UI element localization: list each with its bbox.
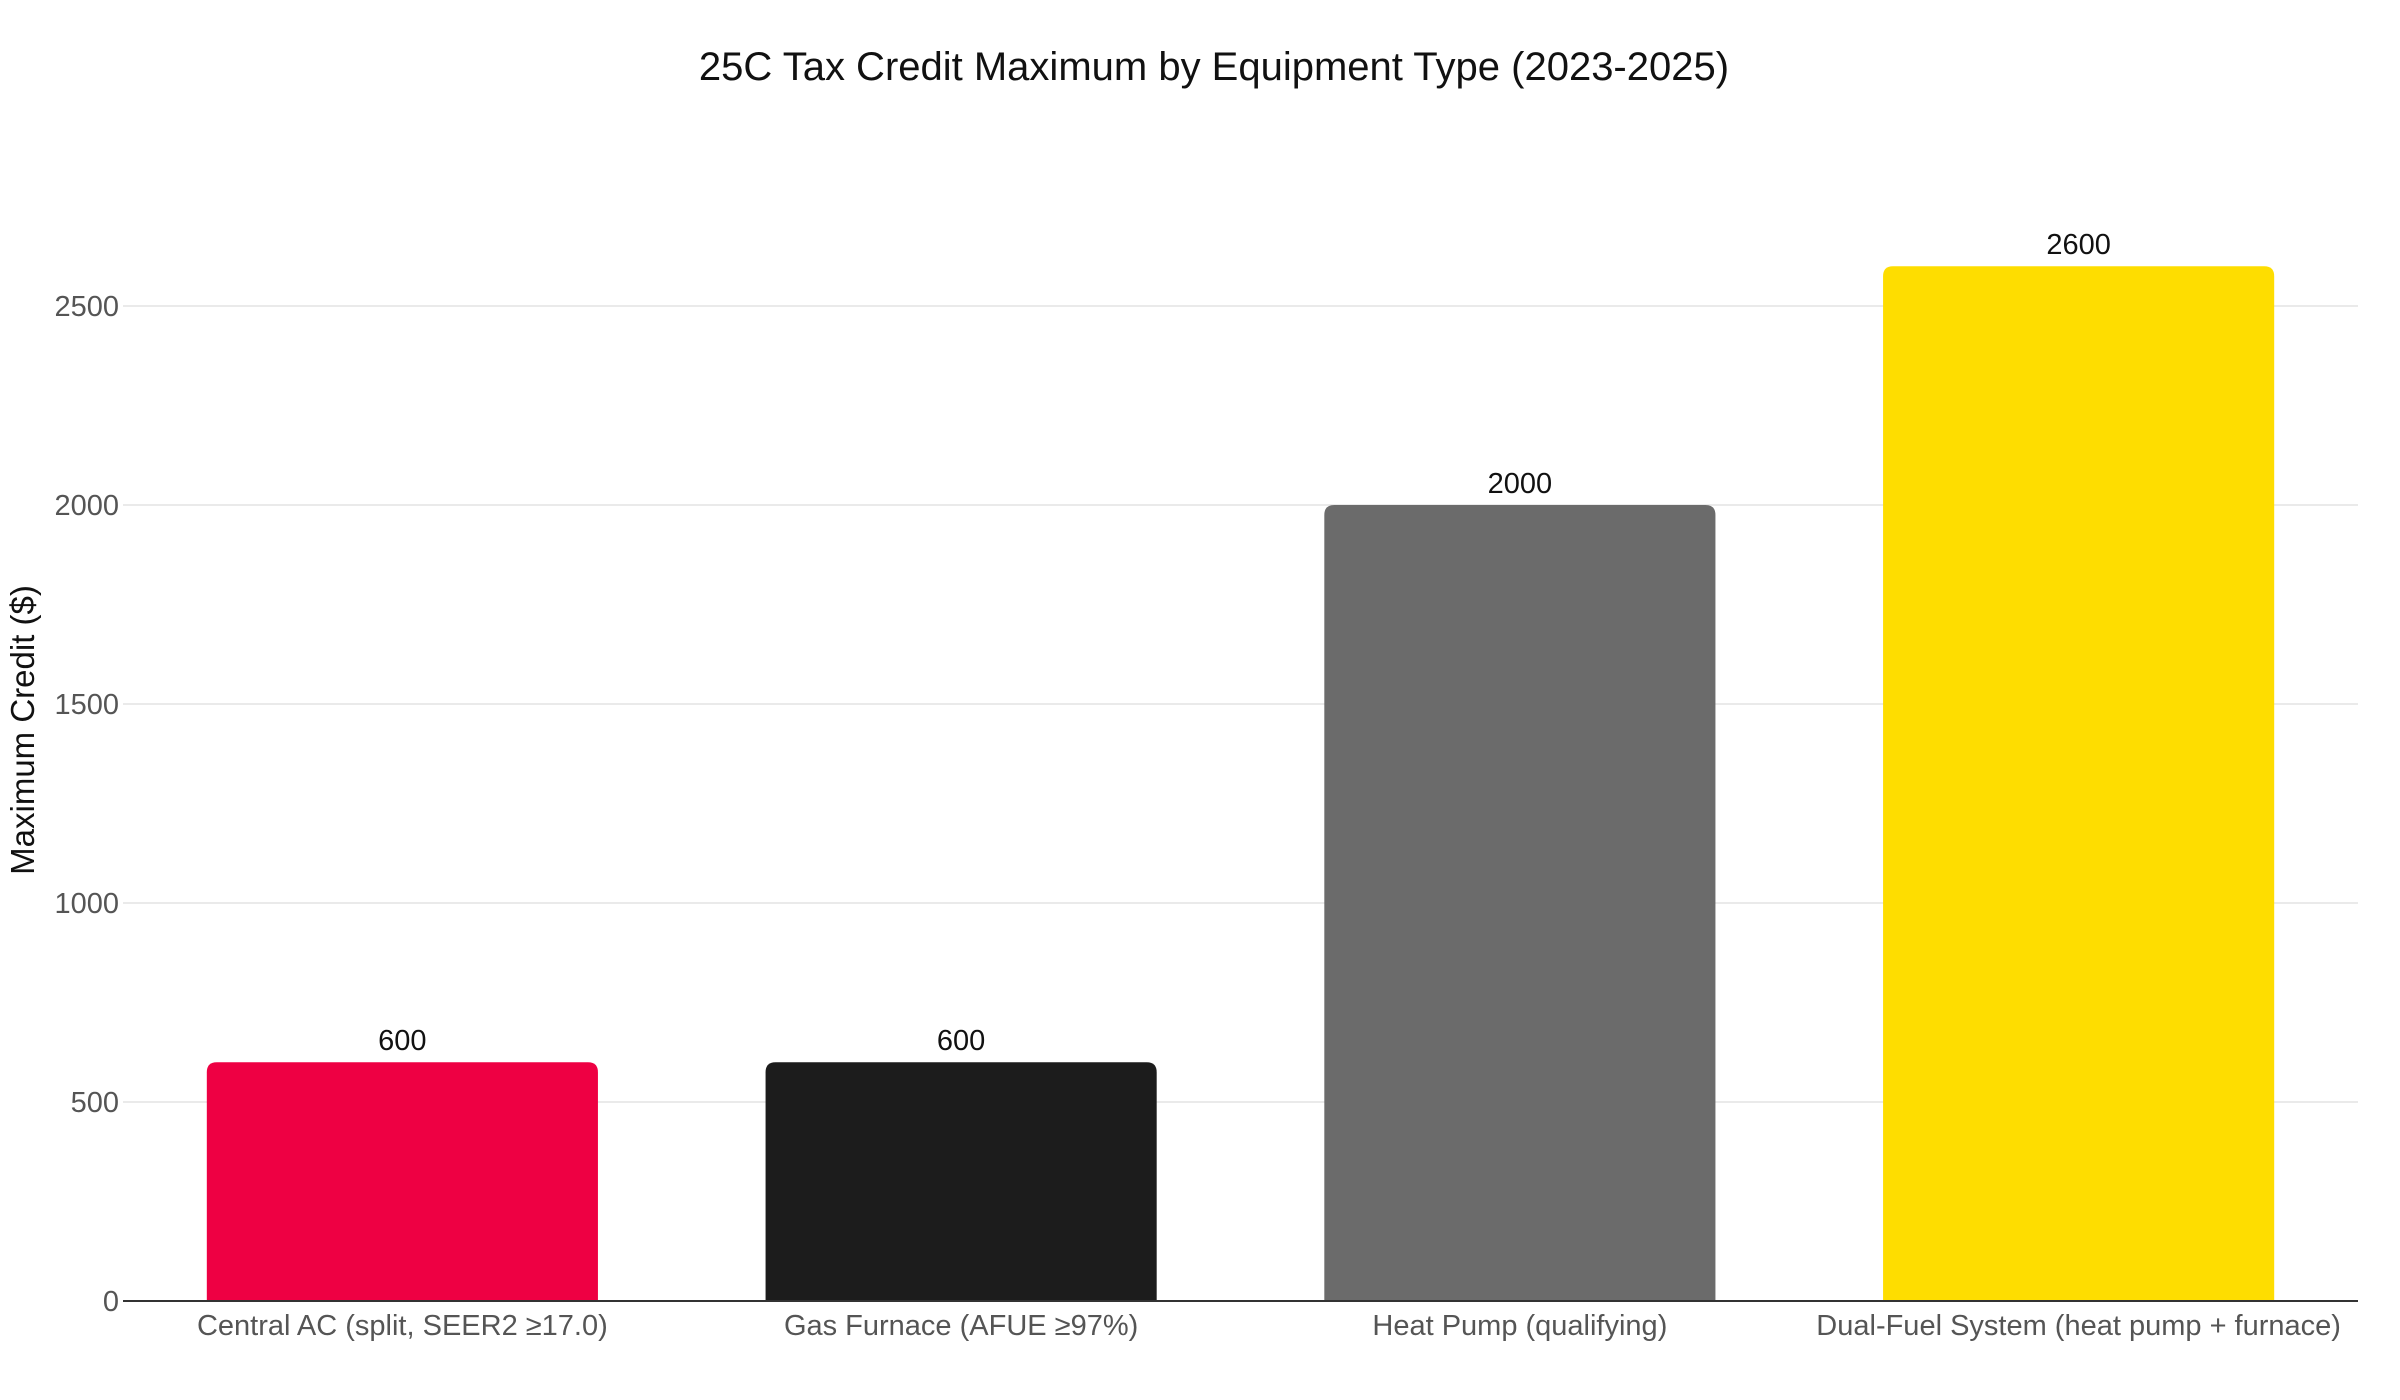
y-tick-label: 2500 [54,291,119,323]
bar-3 [1324,505,1716,1301]
bar-4 [1883,266,2275,1302]
y-tick-label: 500 [71,1087,119,1119]
y-tick-label: 1000 [54,888,119,920]
x-tick-label: Gas Furnace (AFUE ≥97%) [784,1310,1138,1342]
bars [206,266,2275,1302]
data-label: 2600 [2046,229,2111,261]
y-tick-label: 1500 [54,689,119,721]
bar-1 [206,1062,598,1301]
data-label: 600 [937,1025,985,1057]
x-tick-label: Heat Pump (qualifying) [1372,1310,1667,1342]
y-axis-label: Maximum Credit ($) [4,585,41,875]
data-label: 600 [378,1025,426,1057]
bar-2 [765,1062,1157,1301]
x-tick-label: Central AC (split, SEER2 ≥17.0) [197,1310,608,1342]
data-labels: 600 600 2000 2600 [378,229,2111,1057]
y-tick-label: 2000 [54,490,119,522]
chart-title: 25C Tax Credit Maximum by Equipment Type… [699,45,1729,89]
y-tick-label: 0 [103,1286,119,1318]
y-axis-ticks: 0 500 1000 1500 2000 2500 [54,291,119,1318]
x-tick-label: Dual-Fuel System (heat pump + furnace) [1816,1310,2341,1342]
x-axis-ticks: Central AC (split, SEER2 ≥17.0) Gas Furna… [197,1310,2341,1342]
data-label: 2000 [1488,468,1553,500]
